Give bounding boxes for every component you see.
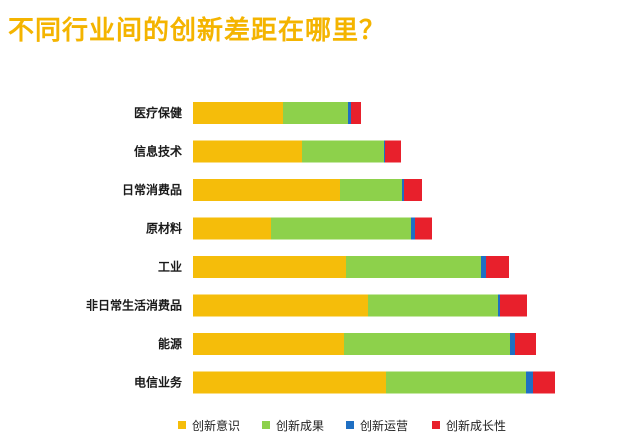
- bar-segment: [386, 371, 526, 394]
- category-label: 信息技术: [134, 144, 182, 159]
- legend-label: 创新意识: [192, 418, 240, 433]
- bar-segment: [351, 102, 361, 124]
- legend-swatch: [346, 421, 354, 429]
- bar-segment: [385, 140, 401, 163]
- bar-segment: [193, 371, 386, 394]
- bar-segment: [411, 217, 415, 240]
- bar-segment: [193, 256, 346, 278]
- bar-segment: [193, 102, 283, 124]
- bar-segment: [515, 333, 536, 355]
- bar-segment: [193, 140, 302, 163]
- category-label: 非日常生活消费品: [86, 298, 182, 313]
- bar-segment: [533, 371, 555, 394]
- chart-title: 不同行业间的创新差距在哪里？: [8, 16, 387, 46]
- bar-segment: [340, 179, 402, 201]
- bar-segment: [348, 102, 351, 124]
- bar-segment: [384, 140, 385, 163]
- category-label: 能源: [158, 336, 182, 351]
- legend-label: 创新成果: [276, 418, 324, 433]
- bar-segment: [415, 217, 432, 240]
- legend-label: 创新运营: [360, 418, 408, 433]
- bar-segment: [193, 217, 271, 240]
- bar-segment: [193, 179, 340, 201]
- bar-segment: [510, 333, 515, 355]
- legend-swatch: [432, 421, 440, 429]
- bar-segment: [498, 294, 500, 317]
- bar-segment: [368, 294, 498, 317]
- category-label: 日常消费品: [122, 182, 182, 197]
- bar-segment: [193, 294, 368, 317]
- category-label: 原材料: [146, 221, 182, 236]
- legend-swatch: [178, 421, 186, 429]
- category-label: 工业: [158, 259, 182, 274]
- bar-segment: [486, 256, 509, 278]
- bar-segment: [481, 256, 486, 278]
- legend-label: 创新成长性: [446, 418, 506, 433]
- bar-segment: [346, 256, 481, 278]
- bar-segment: [404, 179, 422, 201]
- bar-segment: [344, 333, 510, 355]
- bar-segment: [500, 294, 527, 317]
- bar-segment: [193, 333, 344, 355]
- legend-swatch: [262, 421, 270, 429]
- bar-segment: [402, 179, 404, 201]
- bar-segment: [526, 371, 533, 394]
- bar-segment: [271, 217, 411, 240]
- category-label: 医疗保健: [134, 105, 183, 120]
- bar-segment: [283, 102, 348, 124]
- category-label: 电信业务: [134, 375, 183, 390]
- bar-segment: [302, 140, 384, 163]
